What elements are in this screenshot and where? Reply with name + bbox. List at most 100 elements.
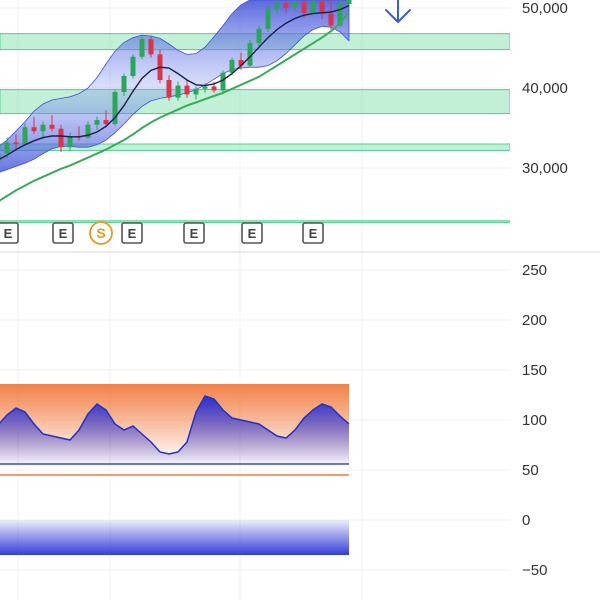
earnings-marker-label: E xyxy=(309,226,318,241)
candle xyxy=(175,81,181,101)
candle xyxy=(139,36,145,60)
candle xyxy=(247,40,253,68)
candle-body xyxy=(40,124,46,132)
candle-body xyxy=(328,13,334,26)
candle-body xyxy=(238,60,244,66)
candle xyxy=(67,132,73,151)
earnings-marker[interactable]: E xyxy=(183,222,205,244)
earnings-marker-label: E xyxy=(190,226,199,241)
price-zone xyxy=(0,143,510,151)
candle xyxy=(319,0,325,20)
candle xyxy=(103,110,109,127)
candle xyxy=(166,75,172,101)
candle-body xyxy=(274,3,280,9)
oscillator-line xyxy=(0,395,350,455)
candle-body xyxy=(256,28,262,44)
candle xyxy=(283,0,289,13)
candle xyxy=(31,116,37,134)
candle xyxy=(346,0,352,10)
candle xyxy=(229,57,235,76)
candle xyxy=(148,36,154,58)
candle-body xyxy=(175,85,181,98)
earnings-marker-box xyxy=(302,222,324,244)
oscillator-tick-label: 0 xyxy=(522,512,530,529)
earnings-marker-box xyxy=(241,222,263,244)
oscillator-tick-label: −50 xyxy=(522,562,547,579)
candle-body xyxy=(202,86,208,89)
candle-body xyxy=(112,92,118,124)
candle-body xyxy=(247,43,253,66)
candle-body xyxy=(310,1,316,13)
candle-body xyxy=(13,142,19,144)
earnings-marker[interactable]: E xyxy=(241,222,263,244)
candle xyxy=(265,4,271,32)
candle xyxy=(40,121,46,140)
earnings-marker-label: E xyxy=(248,226,257,241)
candle xyxy=(0,153,1,162)
earnings-marker-label: E xyxy=(59,226,68,241)
candle-body xyxy=(58,128,64,148)
candle-body xyxy=(184,85,190,95)
earnings-marker-label: E xyxy=(128,226,137,241)
candle-body xyxy=(301,2,307,13)
candle xyxy=(238,52,244,70)
sell-signal-arrow-icon xyxy=(385,0,411,23)
oscillator-area xyxy=(0,396,349,464)
oscillator-tick-label: 150 xyxy=(522,362,547,379)
candle xyxy=(328,0,334,30)
candle xyxy=(49,115,55,132)
candle-body xyxy=(166,80,172,98)
candle xyxy=(121,73,127,96)
oscillator-tick-label: 200 xyxy=(522,312,547,329)
oscillator-tick-label: 50 xyxy=(522,462,539,479)
candle-body xyxy=(121,76,127,92)
candle xyxy=(184,80,190,98)
candle-body xyxy=(130,56,136,76)
candle xyxy=(58,124,64,152)
candle-body xyxy=(148,39,154,55)
candle-body xyxy=(67,136,73,148)
oscillator-axis: 250 200 150 100 50 0 −50 xyxy=(522,262,547,579)
earnings-marker[interactable]: E xyxy=(52,222,74,244)
split-marker-ring xyxy=(89,221,113,245)
candle xyxy=(256,25,262,48)
candle-body xyxy=(139,39,145,57)
candle-body xyxy=(292,2,298,9)
candle xyxy=(112,89,118,126)
candle-body xyxy=(337,4,343,26)
candle-body xyxy=(94,120,100,125)
earnings-marker[interactable]: E xyxy=(302,222,324,244)
candle xyxy=(310,0,316,16)
candle-body xyxy=(346,0,352,4)
candle xyxy=(220,70,226,92)
earnings-marker-box xyxy=(121,222,143,244)
oscillator-tick-label: 250 xyxy=(522,262,547,279)
oscillator-panel xyxy=(0,384,350,555)
candle-body xyxy=(211,86,217,91)
price-axis: 50,000 40,000 30,000 xyxy=(522,0,568,177)
oscillator-tick-label: 100 xyxy=(522,412,547,429)
candle xyxy=(85,121,91,140)
candle xyxy=(22,123,28,146)
candle-body xyxy=(0,153,1,162)
earnings-marker-label: E xyxy=(4,226,13,241)
candle xyxy=(202,83,208,93)
long-moving-average-line xyxy=(0,11,350,202)
candle xyxy=(94,116,100,130)
candle-body xyxy=(85,124,91,138)
price-tick-label: 40,000 xyxy=(522,80,568,97)
candle xyxy=(292,0,298,12)
candle-body xyxy=(49,124,55,129)
candle-body xyxy=(193,88,199,95)
price-tick-label: 50,000 xyxy=(522,0,568,17)
candle xyxy=(13,134,19,149)
earnings-marker[interactable]: E xyxy=(0,222,19,244)
split-marker[interactable]: S xyxy=(89,221,113,245)
earnings-marker[interactable]: E xyxy=(121,222,143,244)
earnings-marker-box xyxy=(0,222,19,244)
candle-body xyxy=(319,1,325,14)
candle-body xyxy=(22,127,28,144)
price-panel xyxy=(0,0,510,223)
